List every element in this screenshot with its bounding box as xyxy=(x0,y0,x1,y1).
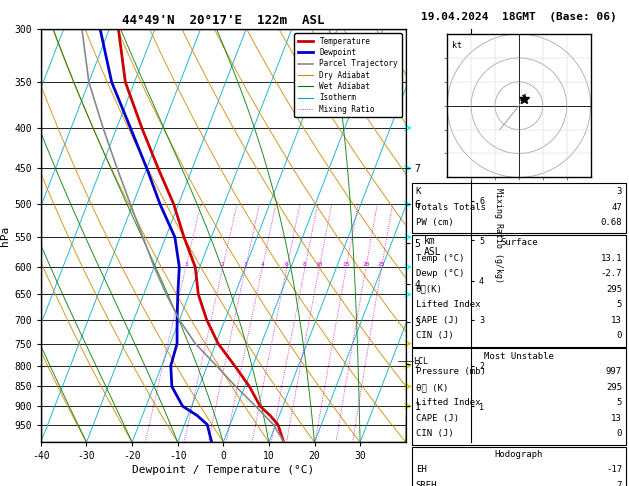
Text: Temp (°C): Temp (°C) xyxy=(416,254,464,262)
Text: 13: 13 xyxy=(611,414,622,423)
Text: K: K xyxy=(416,187,421,196)
Text: 4: 4 xyxy=(260,262,264,267)
Text: Lifted Index: Lifted Index xyxy=(416,399,481,407)
Text: θᴀ(K): θᴀ(K) xyxy=(416,285,443,294)
Text: 295: 295 xyxy=(606,383,622,392)
Text: PW (cm): PW (cm) xyxy=(416,218,454,227)
Text: LCL: LCL xyxy=(413,357,428,366)
Text: 6: 6 xyxy=(285,262,289,267)
Title: 44°49'N  20°17'E  122m  ASL: 44°49'N 20°17'E 122m ASL xyxy=(122,14,325,27)
Text: 0: 0 xyxy=(616,331,622,340)
Text: CAPE (J): CAPE (J) xyxy=(416,316,459,325)
Text: 10: 10 xyxy=(316,262,323,267)
Text: Dewp (°C): Dewp (°C) xyxy=(416,269,464,278)
Text: 1: 1 xyxy=(184,262,187,267)
Legend: Temperature, Dewpoint, Parcel Trajectory, Dry Adiabat, Wet Adiabat, Isotherm, Mi: Temperature, Dewpoint, Parcel Trajectory… xyxy=(294,33,402,117)
Text: 13: 13 xyxy=(611,316,622,325)
Text: 20: 20 xyxy=(362,262,370,267)
Text: CIN (J): CIN (J) xyxy=(416,331,454,340)
Text: 0.68: 0.68 xyxy=(601,218,622,227)
Text: 7: 7 xyxy=(616,481,622,486)
Text: θᴀ (K): θᴀ (K) xyxy=(416,383,448,392)
Y-axis label: km
ASL: km ASL xyxy=(423,236,441,257)
Text: 25: 25 xyxy=(378,262,386,267)
X-axis label: Dewpoint / Temperature (°C): Dewpoint / Temperature (°C) xyxy=(132,466,314,475)
Text: 3: 3 xyxy=(616,187,622,196)
Text: 15: 15 xyxy=(342,262,350,267)
Text: Lifted Index: Lifted Index xyxy=(416,300,481,309)
Text: SREH: SREH xyxy=(416,481,437,486)
Text: 5: 5 xyxy=(616,300,622,309)
Text: CIN (J): CIN (J) xyxy=(416,430,454,438)
Text: kt: kt xyxy=(452,41,462,50)
Text: CAPE (J): CAPE (J) xyxy=(416,414,459,423)
Y-axis label: hPa: hPa xyxy=(0,226,10,246)
Text: 2: 2 xyxy=(221,262,225,267)
Text: 5: 5 xyxy=(616,399,622,407)
Text: Surface: Surface xyxy=(500,238,538,247)
Text: 997: 997 xyxy=(606,367,622,376)
Text: -2.7: -2.7 xyxy=(601,269,622,278)
Y-axis label: Mixing Ratio (g/kg): Mixing Ratio (g/kg) xyxy=(494,188,503,283)
Text: 3: 3 xyxy=(243,262,247,267)
Text: EH: EH xyxy=(416,466,426,474)
Text: Pressure (mb): Pressure (mb) xyxy=(416,367,486,376)
Text: Totals Totals: Totals Totals xyxy=(416,203,486,212)
Text: 47: 47 xyxy=(611,203,622,212)
Text: Most Unstable: Most Unstable xyxy=(484,352,554,361)
Text: 295: 295 xyxy=(606,285,622,294)
Text: -17: -17 xyxy=(606,466,622,474)
Text: Hodograph: Hodograph xyxy=(495,450,543,459)
Text: 13.1: 13.1 xyxy=(601,254,622,262)
Text: 0: 0 xyxy=(616,430,622,438)
Text: 19.04.2024  18GMT  (Base: 06): 19.04.2024 18GMT (Base: 06) xyxy=(421,12,617,22)
Text: 8: 8 xyxy=(303,262,307,267)
